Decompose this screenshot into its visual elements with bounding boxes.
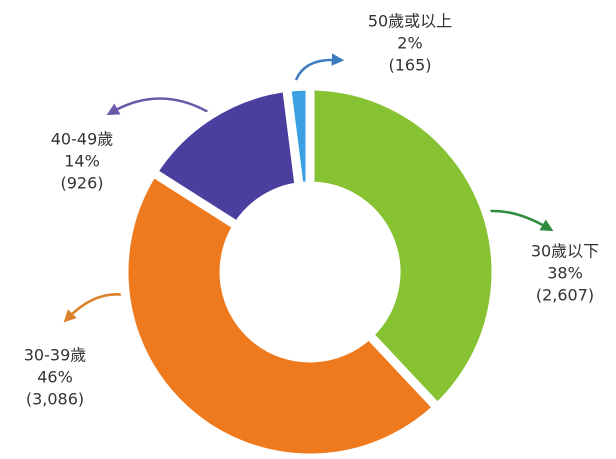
category-label: 50歲或以上 bbox=[368, 12, 452, 31]
count-label: (165) bbox=[388, 56, 431, 75]
count-label: (2,607) bbox=[536, 286, 594, 305]
value-label: 2% bbox=[397, 34, 422, 53]
arrow bbox=[294, 53, 345, 81]
value-label: 46% bbox=[37, 368, 73, 387]
slice bbox=[148, 82, 304, 231]
value-label: 38% bbox=[547, 264, 583, 283]
slice bbox=[119, 167, 442, 459]
category-label: 40-49歲 bbox=[51, 130, 114, 149]
count-label: (926) bbox=[60, 174, 103, 193]
arrow bbox=[106, 97, 209, 116]
slice bbox=[305, 81, 501, 413]
slice bbox=[282, 81, 315, 192]
value-label: 14% bbox=[64, 152, 100, 171]
category-label: 30-39歲 bbox=[24, 346, 87, 365]
category-label: 30歲以下 bbox=[531, 242, 599, 261]
count-label: (3,086) bbox=[26, 390, 84, 409]
